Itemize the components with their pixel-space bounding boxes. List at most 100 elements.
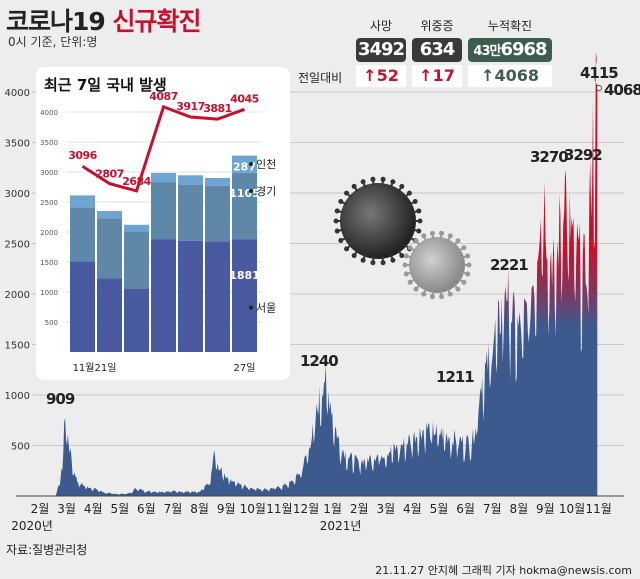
inset-bar-경기: [205, 185, 230, 242]
x-tick-label: 9월: [536, 502, 555, 516]
inset-y-tick-label: 4000: [40, 109, 58, 117]
inset-y-tick-label: 2500: [40, 199, 58, 207]
peak-marker: [596, 85, 602, 91]
inset-bar-경기: [124, 232, 149, 289]
y-tick-label: 2500: [5, 240, 30, 251]
x-tick-label: 11월: [266, 502, 292, 516]
delta-label: 전일대비: [298, 71, 343, 85]
peak-label: 4068: [604, 81, 640, 99]
severe-value: 634: [412, 38, 462, 62]
source-note: 자료:질병관리청: [6, 543, 88, 557]
x-tick-label: 6월: [137, 502, 156, 516]
inset-line-label: 3917: [176, 100, 205, 113]
x-axis-labels: 2월 3월 4월 5월 6월 7월 8월 9월 10월 11월 12월 1월 2월 3월 4월 5월 6월 7월 8…: [31, 502, 612, 516]
incheon-value: 287: [233, 161, 256, 174]
inset-y-tick-label: 3000: [40, 169, 58, 177]
death-delta: ↑52: [356, 65, 406, 87]
x-tick-label: 11월: [585, 502, 611, 516]
x-tick-label: 2월: [31, 502, 50, 516]
peak-label: 1211: [436, 368, 474, 386]
inset-bar-인천: [124, 224, 149, 232]
y-tick-label: 4000: [5, 88, 30, 99]
year-labels: 2020년 2021년: [11, 519, 361, 533]
x-tick-label: 8월: [509, 502, 528, 516]
inset-title: 최근 7일 국내 발생: [44, 76, 167, 94]
subtitle: 0시 기준, 단위:명: [8, 35, 98, 49]
chart-title: 코로나19 신규확진: [6, 2, 202, 38]
inset-bar-서울: [151, 239, 176, 352]
inset-line-label: 2807: [95, 168, 124, 181]
inset-bar-서울: [124, 289, 149, 352]
inset-line-label: 2684: [122, 175, 151, 188]
cumulative-label: 누적확진: [487, 19, 533, 33]
x-tick-label: 4월: [84, 502, 103, 516]
peak-label: 2221: [490, 256, 528, 274]
y-tick-label: 2000: [5, 290, 30, 301]
inset-x-axis-labels: 11월21일 27일: [73, 362, 256, 374]
peak-label: 909: [46, 390, 75, 408]
cumulative-value-rest: 6968: [500, 39, 547, 60]
inset-bar-경기: [151, 182, 176, 240]
y-tick-label: 1000: [5, 391, 30, 402]
x-tick-label: 8월: [190, 502, 209, 516]
inset-bar-경기: [232, 172, 257, 240]
x-tick-label: 10월: [559, 502, 585, 516]
inset-bar-인천: [232, 155, 257, 173]
inset-y-tick-label: 2000: [40, 229, 58, 237]
inset-line-label: 4087: [149, 90, 178, 103]
severe-delta: ↑17: [412, 65, 462, 87]
inset-bar-경기: [70, 207, 95, 262]
peak-label: 4115: [580, 64, 618, 82]
inset-bar-서울: [70, 261, 95, 352]
x-tick-label: 6월: [456, 502, 475, 516]
y-tick-label: 3000: [5, 189, 30, 200]
x-tick-label: 7월: [164, 502, 183, 516]
cumulative-value: 43만6968: [468, 38, 552, 62]
cases-area: [40, 52, 598, 496]
virus-light-icon: [402, 230, 472, 300]
x-tick-label: 3월: [57, 502, 76, 516]
x-tick-label: 12월: [293, 502, 319, 516]
x-tick-label: 10월: [240, 502, 266, 516]
peak-label: 1240: [300, 352, 338, 370]
inset-bar-인천: [205, 178, 230, 186]
inset-y-tick-label: 1000: [40, 289, 58, 297]
inset-x-tick-label: 27일: [234, 362, 256, 374]
inset-x-tick-label: 11월21일: [73, 362, 117, 374]
x-tick-label: 4월: [403, 502, 422, 516]
inset-bars: [70, 155, 257, 352]
x-tick-label: 5월: [430, 502, 449, 516]
inset-line-label: 3096: [68, 149, 97, 162]
y-tick-label: 1500: [5, 341, 30, 352]
x-tick-label: 2월: [350, 502, 369, 516]
cumulative-value-man: 43만: [473, 44, 501, 59]
inset-line-label: 4045: [230, 92, 259, 105]
y-axis-labels: 500 1000 1500 2000 2500 3000 3500 4000: [5, 88, 30, 453]
inset-y-tick-label: 1500: [40, 259, 58, 267]
inset-bar-인천: [151, 172, 176, 183]
inset-bar-경기: [178, 184, 203, 241]
inset-bar-경기: [97, 218, 122, 279]
death-value: 3492: [356, 38, 406, 62]
cumulative-delta: ↑4068: [468, 65, 552, 87]
virus-dark-icon: [333, 176, 423, 266]
year-label: 2021년: [320, 519, 362, 533]
death-label: 사망: [369, 19, 393, 33]
inset-line-label: 3881: [203, 102, 232, 115]
peak-label: 3292: [564, 146, 602, 164]
inset-y-axis-labels: 500 1000 1500 2000 2500 3000 3500 4000: [40, 109, 58, 327]
year-label: 2020년: [11, 519, 53, 533]
inset-bar-서울: [205, 241, 230, 352]
inset-total-line: [81, 104, 246, 193]
credit-line: 21.11.27 안지혜 그래픽 기자 hokma@newsis.com: [375, 564, 632, 577]
inset-bar-서울: [232, 239, 257, 352]
x-tick-label: 9월: [217, 502, 236, 516]
inset-region-label: 서울: [256, 302, 276, 315]
inset-bar-인천: [178, 175, 203, 185]
title-accent: 신규확진: [112, 7, 202, 36]
inset-bar-인천: [70, 195, 95, 208]
